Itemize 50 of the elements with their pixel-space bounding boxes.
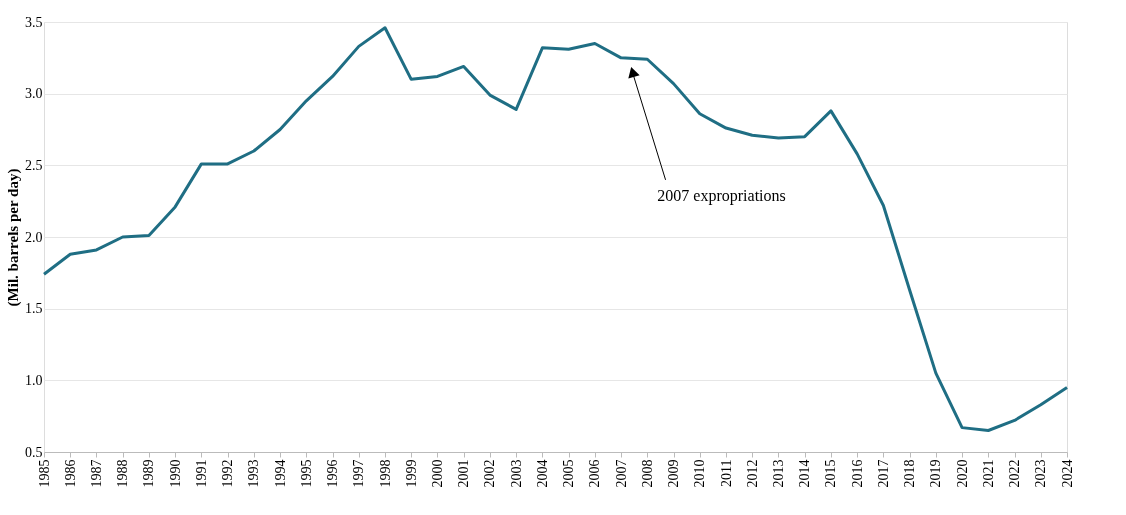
x-tick-label: 2010 — [692, 459, 708, 488]
x-tick-label: 2017 — [875, 459, 891, 488]
y-tick-label: 3.0 — [25, 86, 43, 102]
x-tick-label: 1986 — [62, 459, 78, 488]
x-tick-label: 2006 — [587, 459, 603, 488]
x-tick-label: 1993 — [246, 459, 262, 488]
x-tick-label: 2016 — [849, 459, 865, 488]
x-tick-label: 2002 — [482, 459, 498, 488]
y-tick-label: 2.5 — [25, 157, 43, 173]
x-tick-label: 2015 — [823, 459, 839, 488]
x-tick-label: 2011 — [718, 459, 734, 487]
y-tick-label: 2.0 — [25, 229, 43, 245]
x-tick-label: 2018 — [902, 459, 918, 488]
x-tick-label: 1989 — [141, 459, 157, 488]
x-tick-label: 2007 — [613, 459, 629, 488]
x-tick-label: 1990 — [167, 459, 183, 488]
x-tick-label: 1987 — [88, 459, 104, 488]
x-tick-label: 2024 — [1059, 459, 1075, 488]
x-tick-label: 1995 — [298, 459, 314, 488]
y-tick-label: 0.5 — [25, 444, 43, 460]
x-tick-label: 1998 — [377, 459, 393, 488]
x-tick-label: 2020 — [954, 459, 970, 488]
y-tick-label: 1.0 — [25, 372, 43, 388]
x-tick-label: 1997 — [351, 459, 367, 488]
y-tick-label: 3.5 — [25, 14, 43, 30]
x-tick-label: 2019 — [928, 459, 944, 488]
annotation: 2007 expropriations — [657, 186, 786, 205]
x-tick-label: 2023 — [1033, 459, 1049, 488]
x-tick-label: 2003 — [508, 459, 524, 488]
x-tick-label: 1996 — [325, 459, 341, 488]
x-tick-label: 1985 — [36, 459, 52, 488]
x-tick-label: 2012 — [744, 459, 760, 488]
x-tick-label: 2001 — [456, 459, 472, 488]
x-tick-label: 2009 — [666, 459, 682, 488]
x-tick-label: 2014 — [797, 459, 813, 488]
line-series — [42, 26, 1069, 432]
x-tick-label: 1992 — [220, 459, 236, 488]
x-tick-label: 2004 — [534, 459, 550, 488]
y-axis-title: (Mil. barrels per day) — [5, 168, 22, 307]
x-tick-label: 2021 — [980, 459, 996, 488]
x-tick-label: 1991 — [193, 459, 209, 488]
x-tick-label: 2013 — [770, 459, 786, 488]
x-tick-label: 2005 — [561, 459, 577, 488]
x-tick-label: 1994 — [272, 459, 288, 488]
x-tick-label: 2000 — [429, 459, 445, 488]
x-tick-label: 1999 — [403, 459, 419, 488]
x-tick-label: 2022 — [1007, 459, 1023, 488]
x-tick-label: 1988 — [115, 459, 131, 488]
y-tick-label: 1.5 — [25, 301, 43, 317]
x-tick-label: 2008 — [639, 459, 655, 488]
